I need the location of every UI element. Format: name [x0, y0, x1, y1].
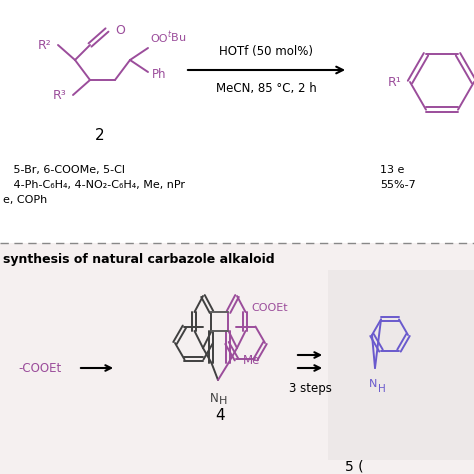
Text: N: N: [369, 379, 377, 389]
Text: N: N: [210, 392, 219, 405]
Text: MeCN, 85 °C, 2 h: MeCN, 85 °C, 2 h: [216, 82, 317, 95]
Text: e, COPh: e, COPh: [3, 195, 47, 205]
Text: 4-Ph-C₆H₄, 4-NO₂-C₆H₄, Me, nPr: 4-Ph-C₆H₄, 4-NO₂-C₆H₄, Me, nPr: [3, 180, 185, 190]
Text: H: H: [378, 384, 386, 394]
Text: O: O: [115, 24, 125, 36]
Text: 2: 2: [95, 128, 105, 143]
Text: 3 steps: 3 steps: [289, 382, 331, 395]
Text: R³: R³: [53, 89, 67, 101]
Text: -COOEt: -COOEt: [18, 362, 61, 374]
Text: R¹: R¹: [388, 75, 402, 89]
Text: Ph: Ph: [152, 67, 166, 81]
Text: $^t$Bu: $^t$Bu: [167, 29, 186, 45]
Text: 5 (: 5 (: [345, 460, 364, 474]
Text: 55%-7: 55%-7: [380, 180, 416, 190]
Text: R²: R²: [38, 38, 52, 52]
Text: H: H: [219, 396, 227, 406]
Text: HOTf (50 mol%): HOTf (50 mol%): [219, 45, 313, 58]
Text: 13 e: 13 e: [380, 165, 404, 175]
Text: OO: OO: [150, 34, 167, 44]
Text: COOEt: COOEt: [252, 303, 288, 313]
Bar: [0, 0, 474, 243]
Text: 5-Br, 6-COOMe, 5-Cl: 5-Br, 6-COOMe, 5-Cl: [3, 165, 125, 175]
Text: 4: 4: [215, 408, 225, 423]
Text: synthesis of natural carbazole alkaloid: synthesis of natural carbazole alkaloid: [3, 253, 274, 266]
Text: Me: Me: [243, 354, 260, 367]
Bar: [328, 270, 474, 460]
Bar: [0, 243, 474, 474]
